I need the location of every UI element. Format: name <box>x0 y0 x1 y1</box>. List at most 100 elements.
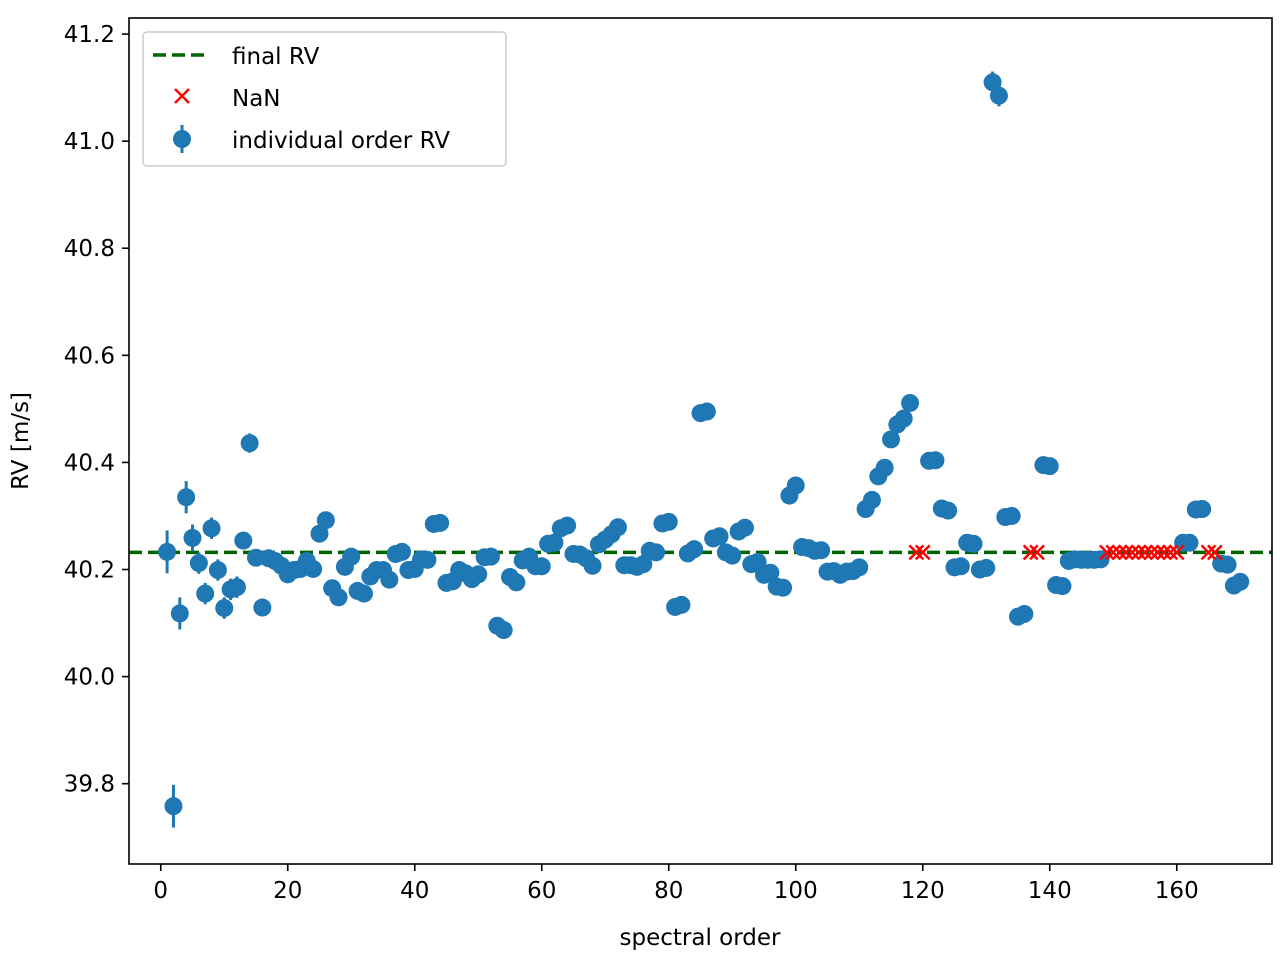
data-point <box>1218 555 1237 574</box>
data-point <box>761 563 780 582</box>
data-point <box>850 558 869 577</box>
nan-marker <box>1118 544 1134 561</box>
data-point <box>354 584 373 603</box>
data-point <box>977 558 996 577</box>
data-point <box>1193 500 1212 519</box>
data-point <box>183 528 202 547</box>
data-point <box>380 570 399 589</box>
nan-marker <box>914 544 931 561</box>
data-point <box>227 578 246 597</box>
x-tick-label: 100 <box>774 878 818 904</box>
x-tick-label: 140 <box>1028 878 1072 904</box>
data-point <box>634 555 653 574</box>
nan-marker <box>908 544 925 561</box>
axes-group <box>128 17 1273 865</box>
legend-order-rv-swatch <box>173 125 191 153</box>
data-point <box>1180 533 1199 552</box>
data-point <box>1231 572 1250 591</box>
nan-marker <box>1162 544 1179 561</box>
nan-marker <box>1111 544 1128 561</box>
data-point <box>894 409 913 428</box>
data-point <box>469 565 488 584</box>
data-point <box>672 595 691 614</box>
data-point <box>342 547 361 566</box>
data-point <box>532 557 551 576</box>
nan-marker <box>1143 544 1160 561</box>
legend-final-rv-label: final RV <box>232 44 320 70</box>
x-tick-label: 40 <box>400 878 429 904</box>
data-point <box>1002 506 1021 525</box>
y-tick-label: 40.0 <box>64 665 115 691</box>
data-point <box>697 402 716 421</box>
nan-marker <box>1206 544 1223 561</box>
data-point <box>310 524 329 543</box>
data-point <box>196 584 215 603</box>
data-point <box>1053 577 1072 596</box>
nan-marker <box>1130 544 1147 561</box>
nan-marker <box>1124 544 1141 561</box>
data-point <box>164 797 183 816</box>
data-point <box>862 490 881 509</box>
x-tick-label: 80 <box>654 878 683 904</box>
y-tick-label: 40.8 <box>64 236 115 262</box>
data-point <box>583 556 602 575</box>
data-point <box>647 543 666 562</box>
data-point <box>481 547 500 566</box>
data-point <box>1040 457 1059 476</box>
data-point <box>939 501 958 520</box>
x-tick-label: 160 <box>1155 878 1199 904</box>
nan-marker <box>1137 544 1153 561</box>
data-point <box>234 531 253 550</box>
data-point <box>735 518 754 537</box>
x-tick-label: 120 <box>901 878 945 904</box>
data-point <box>723 546 742 565</box>
data-point <box>875 458 894 477</box>
data-point <box>685 540 704 559</box>
nan-marker-group <box>908 544 1223 561</box>
data-point <box>253 598 272 617</box>
y-tick-label: 41.2 <box>64 22 115 48</box>
x-tick-label: 20 <box>273 878 302 904</box>
y-axis-title: RV [m/s] <box>8 392 34 490</box>
data-point <box>240 434 259 453</box>
data-point <box>812 541 831 560</box>
data-point <box>329 588 348 607</box>
data-point <box>158 542 177 561</box>
y-tick-label: 40.4 <box>64 450 115 476</box>
data-point <box>659 512 678 531</box>
nan-marker <box>1022 544 1039 561</box>
legend-nan-label: NaN <box>232 86 281 112</box>
data-point <box>786 476 805 495</box>
data-point <box>431 513 450 532</box>
axes-frame <box>128 17 1273 865</box>
y-tick-label: 41.0 <box>64 129 115 155</box>
data-point <box>507 573 526 592</box>
data-point <box>494 621 513 640</box>
nan-marker <box>1200 544 1217 561</box>
data-point <box>316 511 335 530</box>
data-point <box>545 533 564 552</box>
data-point <box>208 561 227 580</box>
y-tick-label: 40.2 <box>64 558 115 584</box>
legend: final RV NaN individual order RV <box>142 31 507 167</box>
data-point <box>558 516 577 535</box>
y-tick-label: 39.8 <box>64 772 115 798</box>
data-point <box>710 527 729 546</box>
data-point <box>215 599 234 618</box>
y-tick-label: 40.6 <box>64 343 115 369</box>
nan-marker <box>1029 544 1045 561</box>
nan-marker <box>1105 544 1122 561</box>
data-point <box>418 550 437 569</box>
data-point <box>608 518 627 537</box>
tick-group: 0 20 40 60 80 100 120 140 160 39.8 40.0 40.2 40.4 40.… <box>64 22 1199 904</box>
data-point <box>774 578 793 597</box>
data-point <box>901 393 920 412</box>
data-point <box>989 86 1008 105</box>
nan-marker <box>1156 544 1172 561</box>
data-point <box>983 73 1002 92</box>
legend-nan-swatch <box>174 88 190 104</box>
data-point <box>247 548 265 567</box>
data-point <box>926 451 945 470</box>
data-point <box>177 488 196 507</box>
